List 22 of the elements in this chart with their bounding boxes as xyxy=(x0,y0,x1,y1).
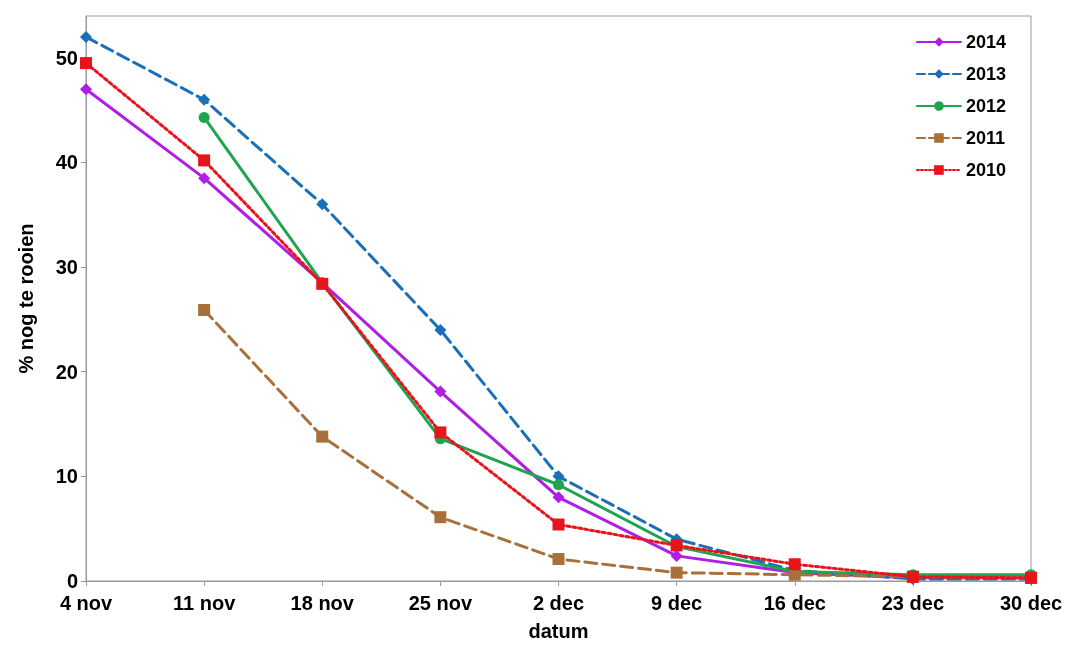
x-tick-label: 11 nov xyxy=(172,592,237,614)
x-tick-label: 9 dec xyxy=(651,592,703,614)
y-tick-label: 30 xyxy=(55,256,78,279)
y-tick-label: 20 xyxy=(55,360,78,383)
legend-label: 2012 xyxy=(965,96,1006,116)
y-tick-label: 40 xyxy=(55,151,78,174)
y-axis-title: % nog te rooien xyxy=(15,223,37,374)
legend-label: 2011 xyxy=(965,128,1006,148)
legend-label: 2010 xyxy=(965,160,1006,180)
legend-label: 2014 xyxy=(965,32,1006,52)
x-tick-label: 18 nov xyxy=(290,592,355,614)
x-tick-label: 2 dec xyxy=(532,592,585,614)
legend-label: 2013 xyxy=(965,64,1006,84)
x-tick-label: 25 nov xyxy=(408,592,473,614)
y-tick-label: 0 xyxy=(66,570,78,592)
x-axis-title: datum xyxy=(528,620,589,642)
y-tick-label: 50 xyxy=(55,46,78,69)
x-tick-label: 4 nov xyxy=(59,592,113,614)
x-tick-label: 23 dec xyxy=(881,592,945,614)
x-tick-label: 16 dec xyxy=(763,592,826,614)
y-tick-label: 10 xyxy=(55,465,78,488)
x-tick-label: 30 dec xyxy=(999,592,1063,614)
